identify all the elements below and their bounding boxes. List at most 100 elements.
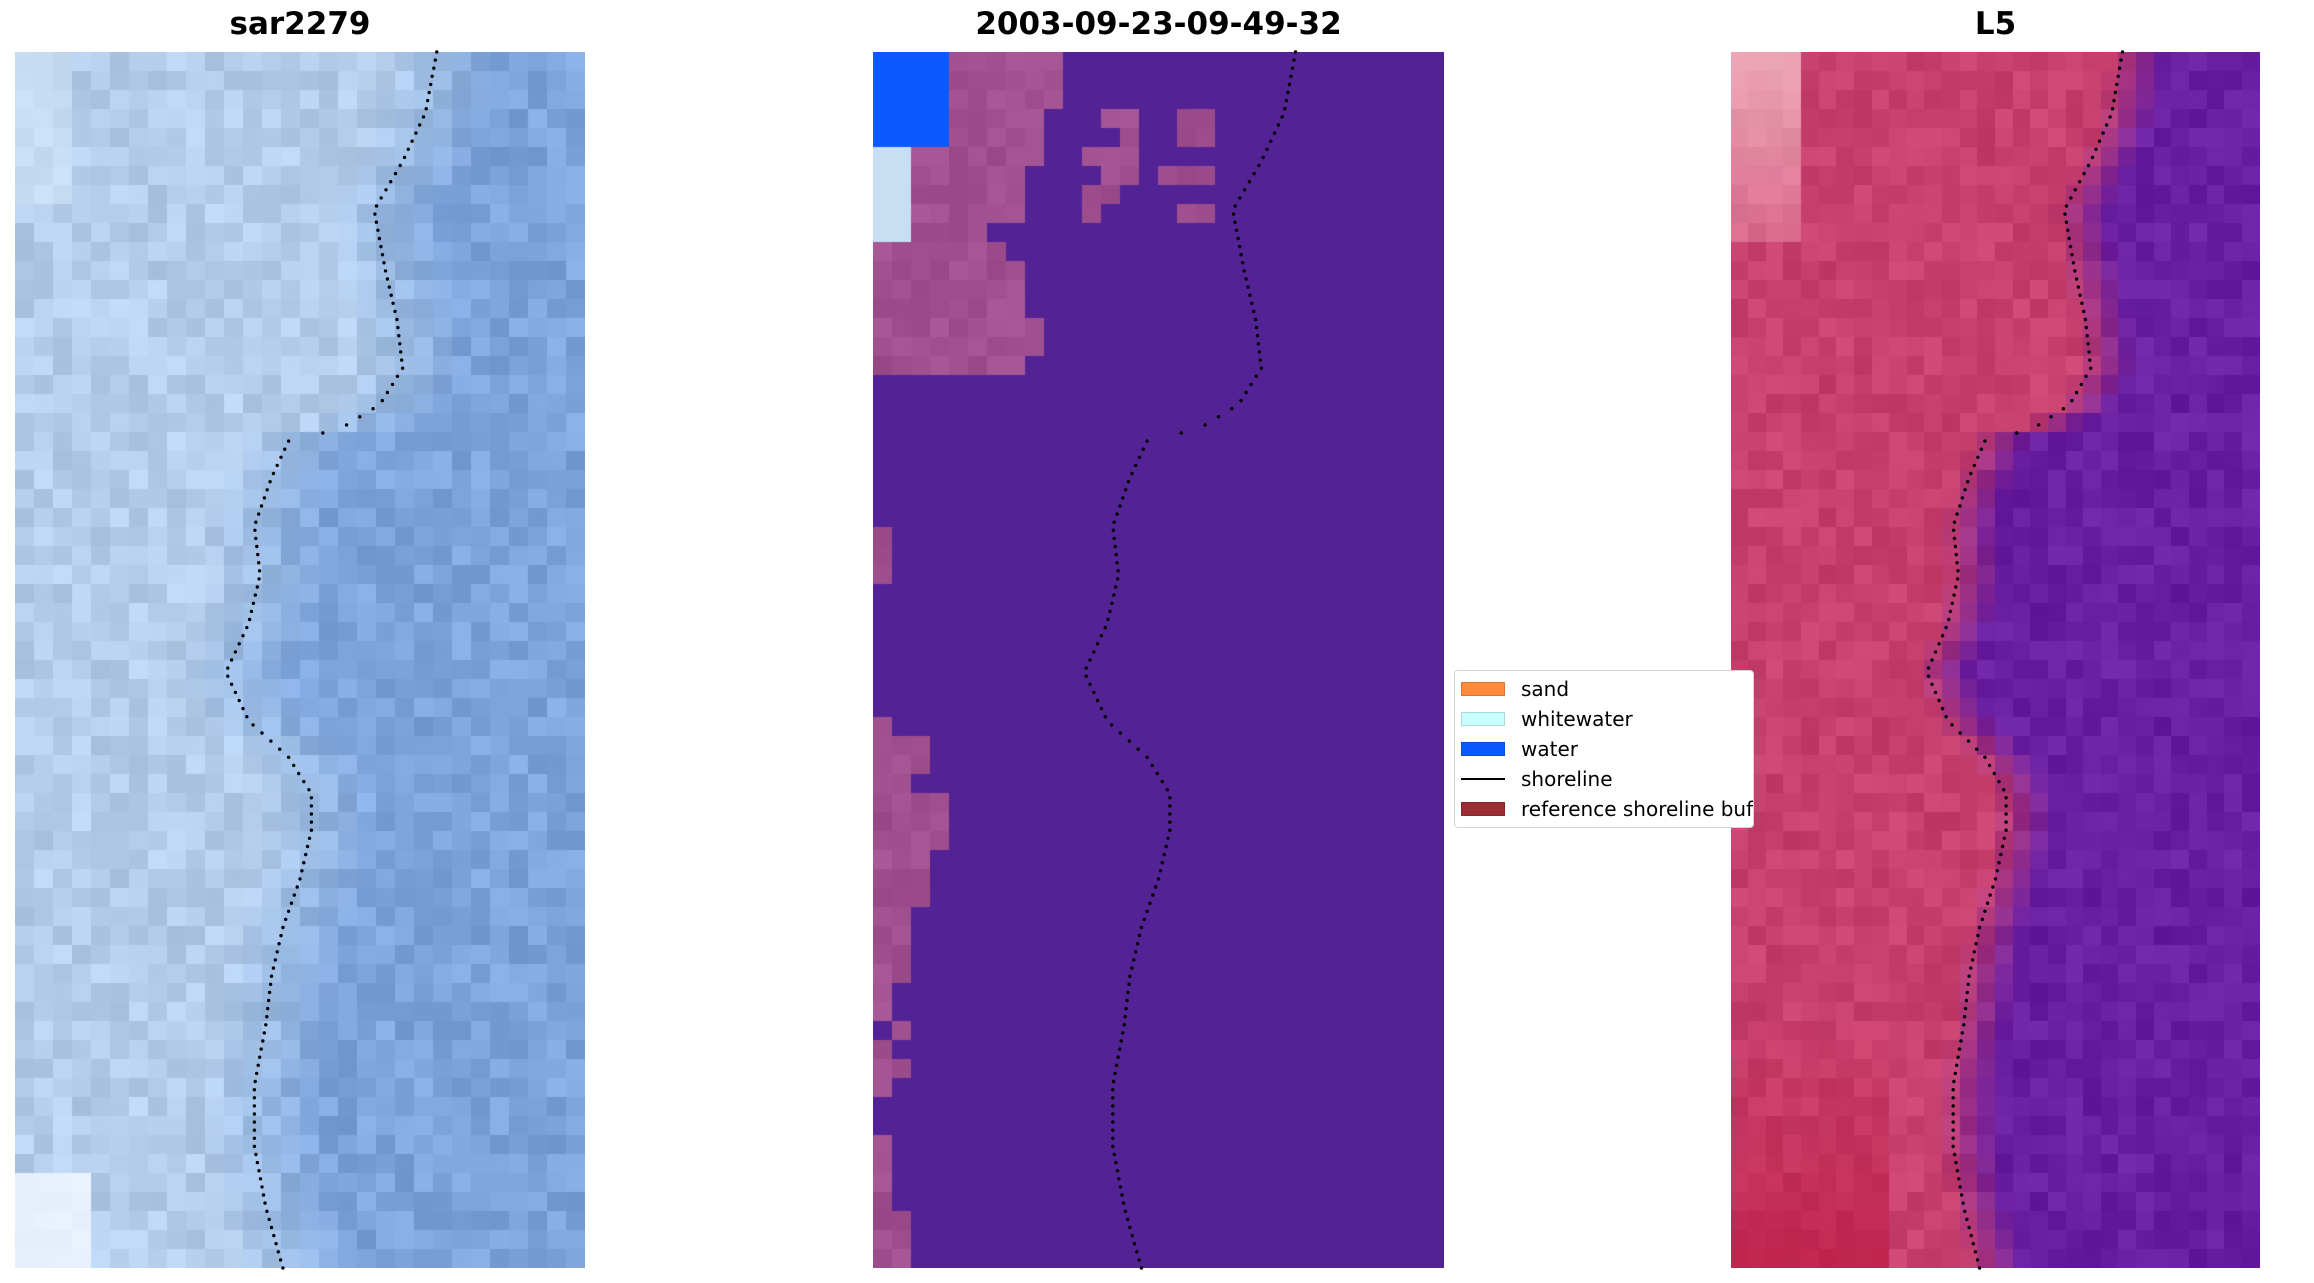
shoreline-point — [1238, 196, 1242, 200]
shoreline-point — [1284, 98, 1289, 103]
shoreline-point — [1958, 731, 1962, 735]
shoreline-point — [402, 155, 407, 160]
shoreline-point — [2078, 180, 2082, 184]
shoreline-point — [254, 1152, 258, 1157]
rgb-image-canvas — [15, 52, 585, 1268]
legend-item-shoreline: shoreline — [1461, 764, 1613, 794]
shoreline-point — [256, 1063, 260, 1067]
shoreline-point — [2082, 309, 2086, 314]
shoreline-point — [1160, 861, 1164, 865]
shoreline-point — [2070, 398, 2074, 403]
shoreline-point — [2085, 334, 2089, 338]
shoreline-point — [1111, 1136, 1115, 1141]
shoreline-point — [1999, 852, 2003, 857]
shoreline-point — [395, 374, 400, 378]
shoreline-point — [1963, 1006, 1968, 1011]
shoreline-point — [1134, 463, 1138, 468]
shoreline-point — [1963, 1209, 1967, 1214]
shoreline-point — [1940, 706, 1945, 711]
shoreline-point — [1118, 1185, 1123, 1189]
shoreline-point — [1953, 544, 1958, 549]
shoreline-point — [1119, 1039, 1123, 1043]
shoreline-point — [1239, 253, 1243, 257]
shoreline-point — [286, 909, 291, 913]
shoreline-point — [300, 869, 304, 873]
shoreline-point — [269, 974, 274, 978]
shoreline-point — [2087, 350, 2091, 354]
shoreline-point — [1957, 1047, 1962, 1051]
shoreline-point — [371, 407, 375, 411]
shoreline-point — [258, 1177, 263, 1181]
shoreline-point — [1960, 1031, 1964, 1035]
shoreline-point — [305, 844, 310, 849]
shoreline-point — [1120, 1193, 1124, 1197]
shoreline-point — [304, 852, 308, 857]
shoreline-point — [374, 220, 379, 224]
shoreline-point — [1168, 796, 1172, 800]
classified-image — [873, 50, 1444, 1270]
shoreline-point — [1977, 1266, 1982, 1270]
shoreline-point — [1114, 585, 1118, 589]
shoreline-point — [1249, 382, 1253, 387]
shoreline-point — [257, 561, 261, 565]
shoreline-point — [273, 958, 277, 962]
shoreline-point — [400, 358, 404, 362]
shoreline-point — [1239, 398, 1243, 403]
shoreline-point — [245, 715, 249, 719]
classified-image-canvas — [873, 52, 1444, 1268]
shoreline-point — [1269, 139, 1273, 143]
shoreline-point — [1125, 998, 1129, 1003]
shoreline-point — [1132, 958, 1136, 962]
shoreline-point — [395, 317, 399, 322]
shoreline-point — [1933, 690, 1938, 695]
shoreline-point — [1930, 658, 1934, 662]
shoreline-point — [1103, 625, 1107, 630]
shoreline-point — [1121, 1031, 1125, 1035]
shoreline-point — [1971, 1242, 1975, 1246]
shoreline-point — [382, 261, 386, 265]
shoreline-point — [1961, 1201, 1965, 1205]
shoreline-point — [1234, 228, 1239, 232]
shoreline-point — [258, 1055, 262, 1059]
shoreline-point — [1997, 861, 2001, 865]
shoreline-point — [259, 1047, 263, 1051]
shoreline-point — [256, 552, 260, 557]
shoreline-point — [1158, 869, 1163, 873]
shoreline-point — [255, 544, 259, 549]
shoreline-point — [309, 796, 314, 800]
shoreline-point — [1955, 1063, 1959, 1067]
shoreline-point — [251, 723, 255, 727]
shoreline-point — [237, 698, 241, 703]
shoreline-point — [377, 236, 382, 241]
shoreline-point — [265, 1209, 269, 1214]
shoreline-point — [1115, 561, 1119, 565]
shoreline-point — [272, 1233, 276, 1238]
shoreline-point — [1293, 50, 1298, 54]
shoreline-point — [249, 609, 254, 614]
shoreline-point — [1106, 617, 1110, 622]
shoreline-point — [1955, 577, 1960, 581]
shoreline-point — [427, 90, 431, 95]
shoreline-point — [1130, 1233, 1134, 1238]
shoreline-point — [1955, 1169, 1960, 1173]
shoreline-point — [2064, 204, 2069, 208]
shoreline-point — [380, 253, 385, 257]
shoreline-point — [292, 893, 296, 897]
shoreline-point — [1165, 788, 1170, 792]
shoreline-point — [1244, 390, 1248, 395]
shoreline-point — [1964, 998, 1969, 1003]
shoreline-point — [376, 228, 380, 232]
shoreline-point — [1230, 407, 1234, 411]
shoreline-point — [1242, 269, 1246, 273]
shoreline-overlay — [1084, 50, 1298, 1270]
shoreline-point — [1095, 642, 1100, 646]
shoreline-point — [1233, 220, 1237, 224]
shoreline-point — [286, 439, 291, 443]
shoreline-point — [1127, 982, 1131, 986]
shoreline-point — [1973, 1250, 1978, 1254]
shoreline-point — [226, 666, 230, 670]
shoreline-point — [1237, 244, 1242, 249]
shoreline-point — [2113, 90, 2118, 95]
shoreline-point — [1987, 763, 1992, 768]
shoreline-point — [309, 812, 314, 816]
